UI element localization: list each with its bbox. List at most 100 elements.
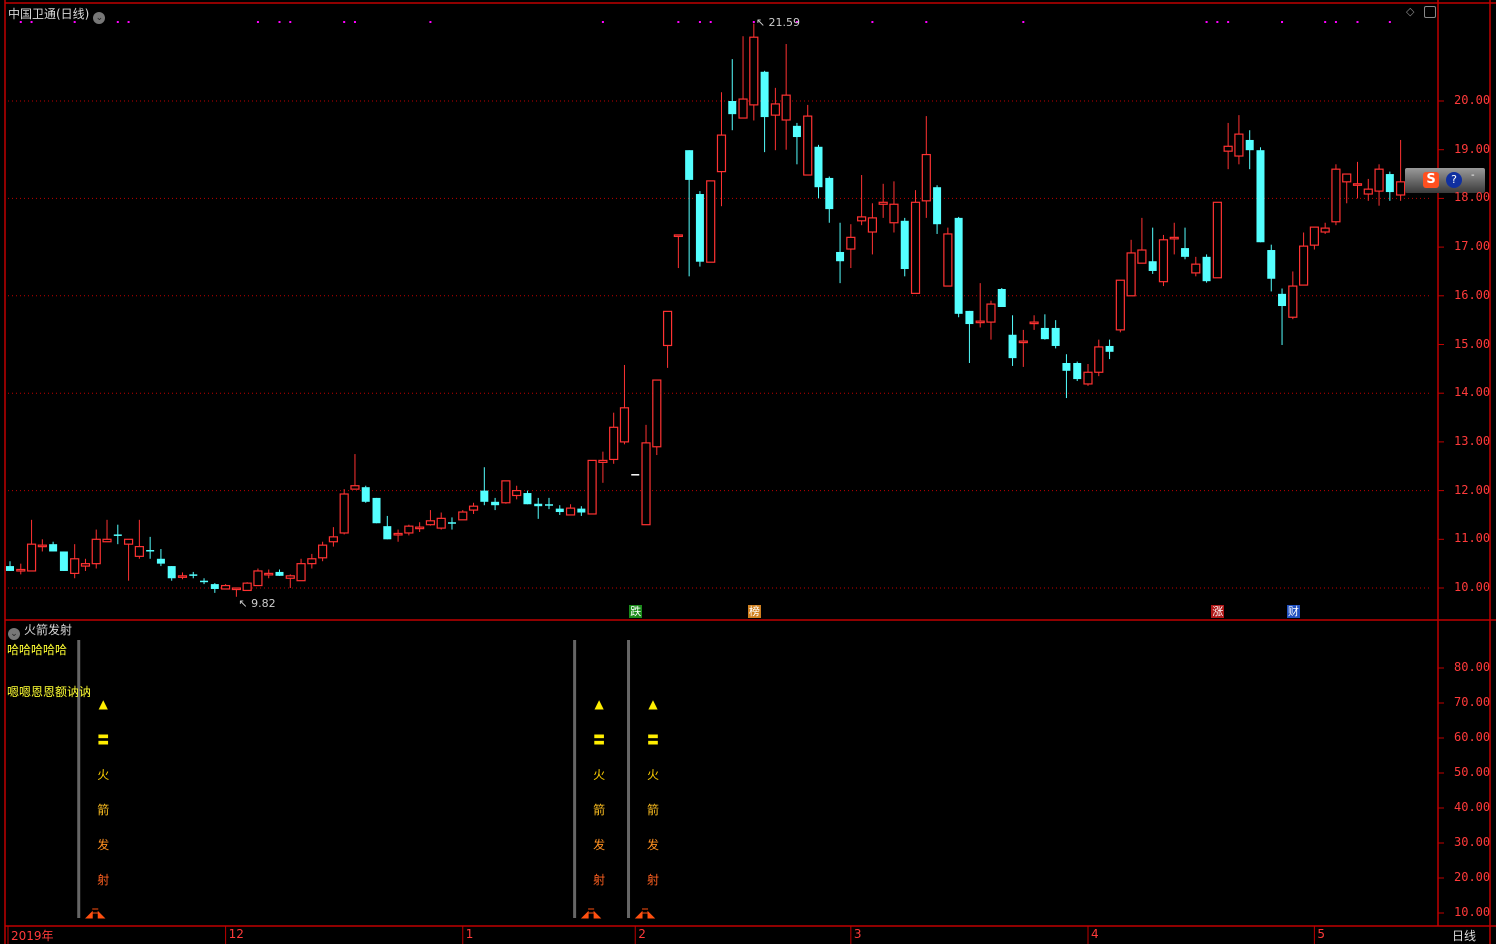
candle (361, 485, 370, 503)
event-badge[interactable]: 跌 (629, 605, 643, 618)
signal-glyph: 〓 (593, 733, 606, 747)
top-marker-dot (19, 21, 22, 23)
candle (1320, 222, 1330, 234)
candle (986, 300, 996, 340)
indicator-tick-label: 30.00 (1454, 835, 1491, 849)
panel-toggle-icon[interactable] (1424, 6, 1436, 18)
chart-title[interactable]: 中国卫通(日线) ⌄ (8, 5, 106, 24)
candle-body (425, 520, 436, 526)
candle (997, 288, 1006, 308)
top-marker-dot (289, 21, 292, 23)
candle-body (997, 288, 1006, 308)
candle (716, 92, 727, 207)
candle (943, 227, 953, 287)
candle-body (1051, 327, 1060, 346)
top-marker-dot (1227, 21, 1230, 23)
candle-body (954, 217, 963, 314)
event-badge[interactable]: 财 (1286, 605, 1300, 618)
candle (501, 480, 511, 504)
candle (1223, 122, 1233, 170)
candle (1298, 232, 1309, 286)
candle (1040, 314, 1049, 340)
indicator-tick-label: 50.00 (1454, 765, 1491, 779)
candle (825, 176, 834, 223)
candle-body (1169, 236, 1179, 240)
candle-body (577, 508, 586, 513)
top-marker-dot (343, 21, 346, 23)
sogou-icon[interactable]: S (1423, 172, 1439, 188)
help-icon[interactable]: ? (1446, 172, 1462, 188)
top-marker-dot (73, 21, 76, 23)
signal-glyph: ▲ (594, 697, 604, 711)
candle (1148, 227, 1157, 274)
candle (1051, 320, 1060, 349)
top-marker-dot (256, 21, 259, 23)
candle-body (619, 407, 630, 443)
candle-body (307, 558, 317, 565)
candle-body (889, 203, 899, 224)
candle-body (685, 150, 694, 180)
candle-body (512, 490, 522, 497)
signal-glyph: 箭 (97, 803, 110, 817)
candle (662, 310, 673, 368)
signal-bar (627, 640, 631, 918)
top-marker-dot (698, 21, 701, 23)
candle-body (242, 582, 252, 592)
candle-body (641, 442, 651, 526)
candle-body (900, 220, 909, 270)
signal-glyph: 发 (647, 838, 660, 852)
indicator-title[interactable]: ⌄ 火箭发射 (8, 621, 72, 640)
candle-body (350, 485, 360, 490)
candle (339, 489, 349, 535)
event-badge[interactable]: 榜 (747, 605, 761, 618)
candle-body (1040, 327, 1049, 340)
diamond-icon[interactable]: ◇ (1406, 5, 1415, 18)
candle-body (26, 543, 37, 572)
candle-body (1115, 279, 1125, 331)
candle-body (1223, 145, 1233, 152)
candle (921, 116, 931, 218)
candle-body (1073, 363, 1082, 380)
candle (37, 539, 47, 552)
candle-body (652, 379, 662, 448)
candle (889, 181, 899, 233)
candle-body (491, 501, 500, 506)
top-marker-dot (1324, 21, 1327, 23)
candle (1309, 226, 1319, 250)
candle (857, 175, 867, 226)
event-badge[interactable]: 涨 (1211, 605, 1225, 618)
candle (781, 44, 791, 150)
candle-body (587, 459, 597, 515)
candle (285, 574, 295, 588)
candle-body (318, 544, 328, 559)
candle (577, 506, 586, 516)
candle (706, 180, 716, 263)
candle-body (1309, 226, 1319, 246)
candle (900, 217, 909, 277)
candle-body (825, 177, 834, 210)
candle-body (285, 575, 295, 579)
chevron-down-icon[interactable]: ⌄ (93, 12, 106, 24)
candle (587, 459, 597, 515)
candle-body (393, 532, 403, 536)
candle-body (986, 303, 996, 323)
top-marker-dot (677, 21, 680, 23)
indicator-tick-label: 40.00 (1454, 800, 1491, 814)
candle (1267, 244, 1276, 292)
candle-body (760, 71, 769, 118)
candle-body (803, 115, 813, 176)
candle-body (253, 570, 263, 587)
candle (738, 36, 748, 119)
floating-toolbar[interactable]: S ? - (1405, 168, 1485, 193)
candle-body (749, 36, 759, 106)
chevron-down-icon[interactable]: ⌄ (8, 628, 20, 640)
candle-body (361, 487, 370, 502)
candle (468, 502, 479, 514)
minimize-icon[interactable]: - (1471, 170, 1475, 181)
candle-body (275, 571, 284, 576)
candle (200, 578, 209, 585)
candle (1352, 161, 1363, 199)
period-label[interactable]: 日线 (1452, 929, 1477, 943)
price-tick-label: 12.00 (1454, 482, 1491, 497)
candle (728, 59, 737, 131)
